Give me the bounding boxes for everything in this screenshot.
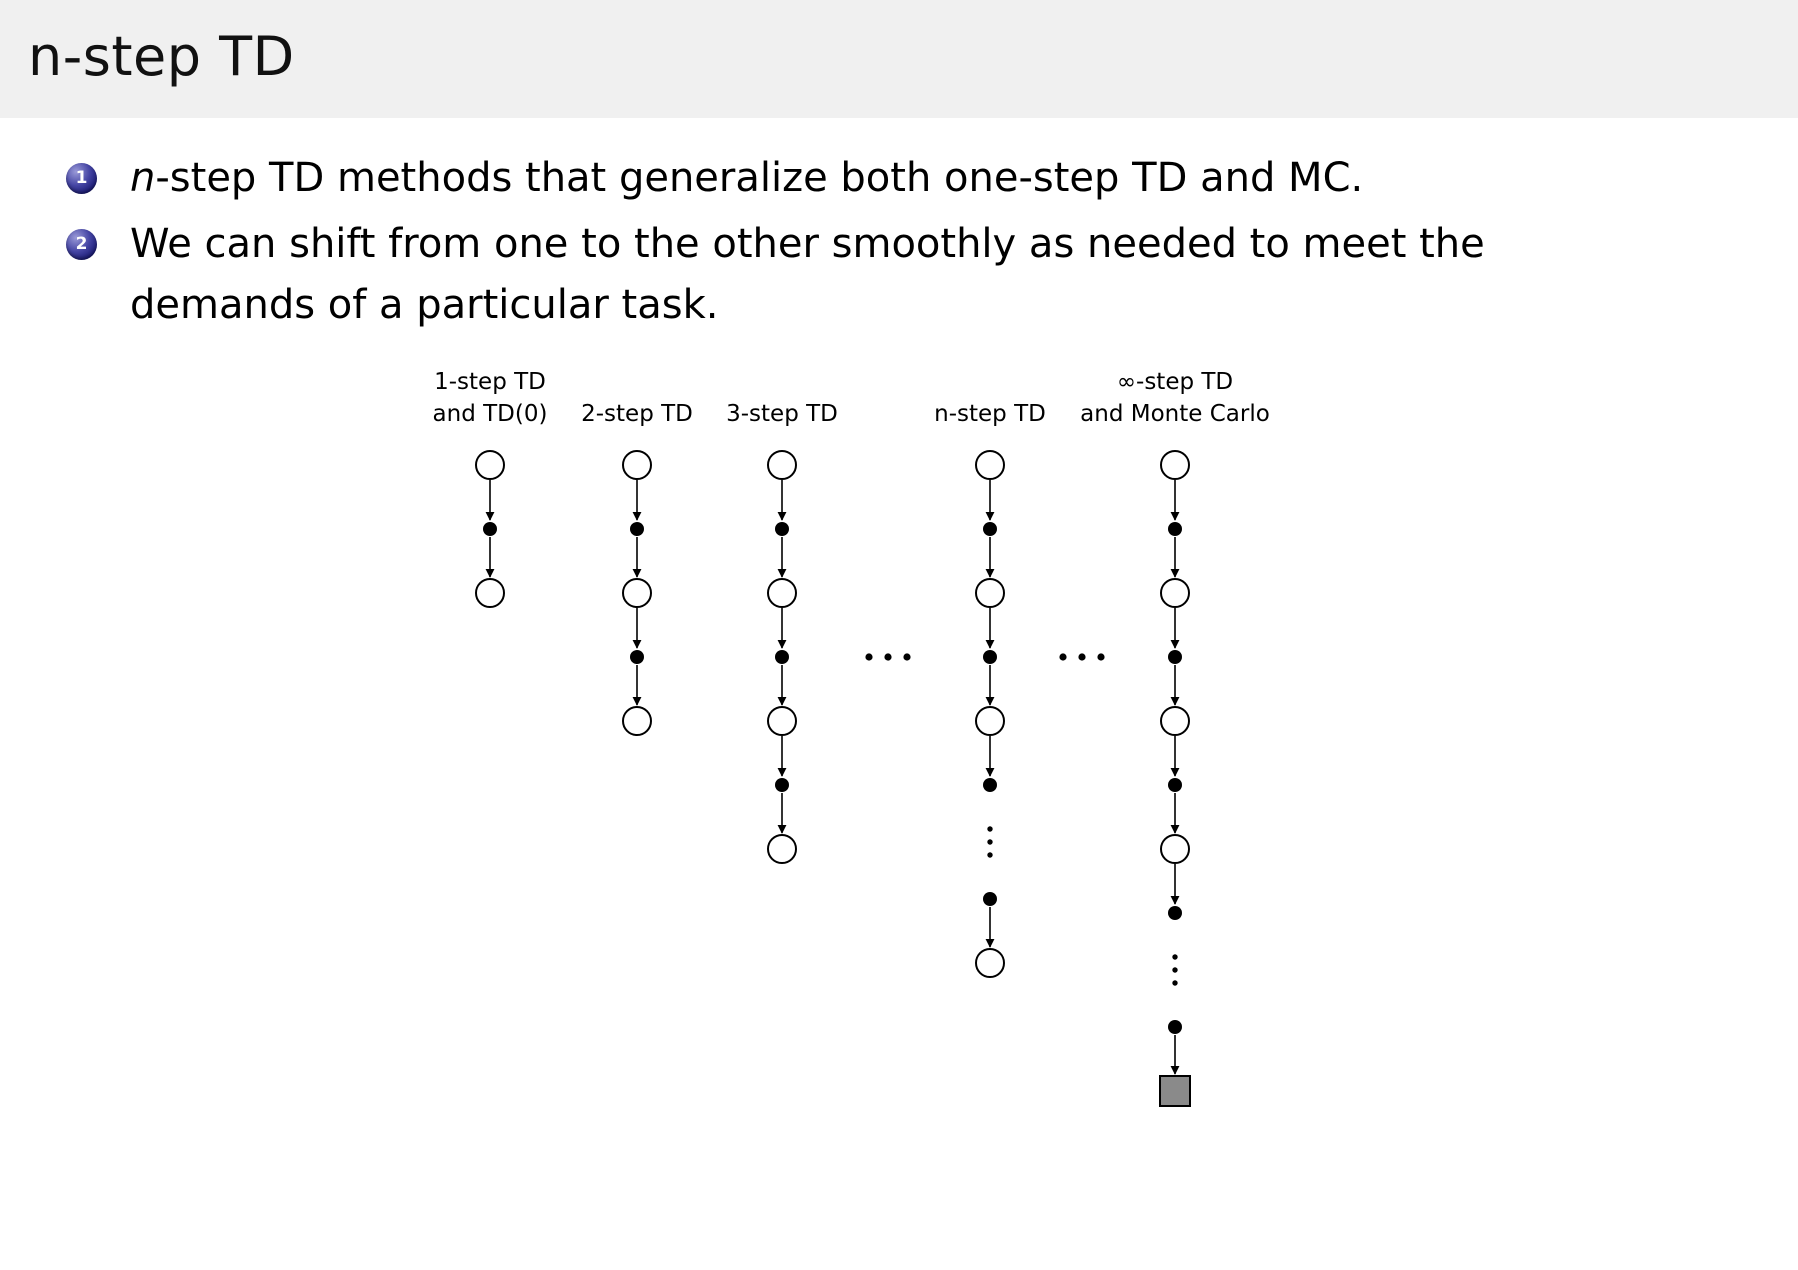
bullet-italic-lead: n — [130, 155, 156, 201]
state-node — [622, 706, 652, 736]
terminal-state-node — [1159, 1075, 1191, 1107]
column-label: 3-step TD — [726, 401, 838, 427]
column-label: ∞-step TD — [1117, 369, 1233, 395]
state-node — [767, 706, 797, 736]
action-node — [1168, 778, 1182, 792]
state-node — [1160, 834, 1190, 864]
state-node — [975, 450, 1005, 480]
bullet-number-badge: 2 — [66, 229, 97, 260]
column-label: n-step TD — [934, 401, 1046, 427]
state-node — [975, 706, 1005, 736]
action-node — [630, 650, 644, 664]
state-node — [475, 578, 505, 608]
action-node — [1168, 650, 1182, 664]
state-node — [1160, 706, 1190, 736]
list-item: 2 We can shift from one to the other smo… — [66, 214, 1586, 336]
action-node — [983, 522, 997, 536]
state-node — [622, 578, 652, 608]
horizontal-ellipsis-dot — [884, 653, 892, 661]
state-node — [767, 834, 797, 864]
state-node — [975, 578, 1005, 608]
bullet-line: demands of a particular task. — [130, 282, 719, 328]
column-label: 2-step TD — [581, 401, 693, 427]
bullet-line: We can shift from one to the other smoot… — [130, 221, 1485, 267]
state-node — [622, 450, 652, 480]
column-label: 1-step TD — [434, 369, 546, 395]
vertical-ellipsis-dot — [1172, 967, 1178, 973]
action-node — [1168, 522, 1182, 536]
horizontal-ellipsis-dot — [1059, 653, 1067, 661]
state-node — [767, 450, 797, 480]
bullet-text: We can shift from one to the other smoot… — [130, 214, 1485, 336]
state-node — [767, 578, 797, 608]
horizontal-ellipsis-dot — [1078, 653, 1086, 661]
vertical-ellipsis-dot — [987, 826, 993, 832]
bullet-number-badge: 1 — [66, 163, 97, 194]
horizontal-ellipsis-dot — [903, 653, 911, 661]
column-label: and TD(0) — [433, 401, 548, 427]
horizontal-ellipsis-dot — [865, 653, 873, 661]
action-node — [775, 778, 789, 792]
vertical-ellipsis-dot — [1172, 980, 1178, 986]
action-node — [1168, 906, 1182, 920]
action-node — [630, 522, 644, 536]
action-node — [483, 522, 497, 536]
action-node — [1168, 1020, 1182, 1034]
bullet-text: n-step TD methods that generalize both o… — [130, 148, 1363, 209]
state-node — [1160, 578, 1190, 608]
state-node — [975, 948, 1005, 978]
title-bar: n-step TD — [0, 0, 1798, 118]
horizontal-ellipsis-dot — [1097, 653, 1105, 661]
bullet-line: -step TD methods that generalize both on… — [155, 155, 1364, 201]
state-node — [1160, 450, 1190, 480]
action-node — [983, 778, 997, 792]
vertical-ellipsis-dot — [987, 839, 993, 845]
action-node — [775, 650, 789, 664]
vertical-ellipsis-dot — [987, 852, 993, 858]
action-node — [775, 522, 789, 536]
bullet-list: 1 n-step TD methods that generalize both… — [66, 148, 1586, 341]
action-node — [983, 650, 997, 664]
column-label: and Monte Carlo — [1080, 401, 1270, 427]
slide-title: n-step TD — [28, 25, 295, 88]
action-node — [983, 892, 997, 906]
state-node — [475, 450, 505, 480]
vertical-ellipsis-dot — [1172, 954, 1178, 960]
list-item: 1 n-step TD methods that generalize both… — [66, 148, 1586, 209]
